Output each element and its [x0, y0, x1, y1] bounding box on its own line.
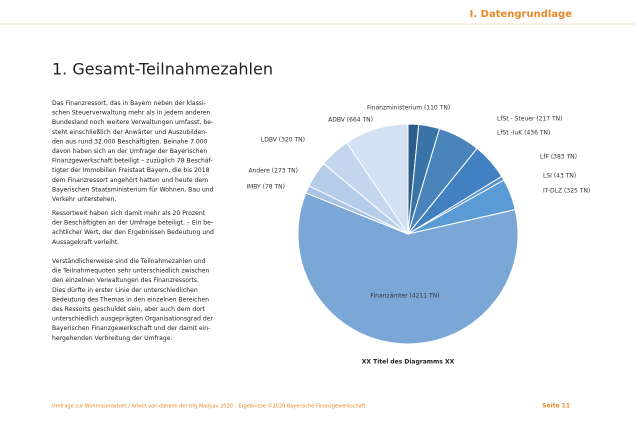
- slice-label: LfSt - Steuer (217 TN): [497, 116, 563, 123]
- body-line: den aus rund 32.000 Beschäftigten. Beina…: [52, 138, 208, 145]
- body-line: tigter der Immobilien Freistaat Bayern, …: [52, 167, 210, 174]
- body-line: den einzelnen Verwaltungen des Finanzres…: [52, 277, 199, 284]
- body-line: Finanzgewerkschaft beteiligt – zuzüglich…: [52, 158, 213, 165]
- body-line: Bayerischen Staatsministerium für Wohnen…: [52, 186, 214, 193]
- body-line: Bayerischen Finanzgewerkschaft und der d…: [52, 325, 210, 332]
- body-line: schen Steuerverwaltung mehr als in jedem…: [52, 110, 211, 117]
- slice-label: Andere (273 TN): [248, 168, 298, 175]
- slice-label: LfSt -IuK (436 TN): [497, 130, 550, 137]
- body-line: Dies dürfte in erster Linie der untersch…: [52, 287, 198, 294]
- pie-slice: [297, 192, 519, 345]
- body-line: davon haben sich an der Umfrage der Baye…: [52, 148, 207, 155]
- slice-label: LfF (383 TN): [540, 154, 577, 161]
- slice-label: Finanzämter (4211 TN): [370, 293, 439, 300]
- slice-label: LSI (43 TN): [543, 173, 576, 180]
- page-number: Seite 11: [542, 403, 570, 410]
- body-line: hergehenden Verbreitung der Umfrage.: [52, 335, 173, 342]
- slice-label: ADBV (664 TN): [328, 117, 373, 124]
- body-line: die Teilnahmequoten sehr unterschiedlich…: [52, 268, 209, 275]
- body-line: Verständlicherweise sind die Teilnahmeza…: [52, 258, 206, 265]
- slice-label: Finanzministerium (110 TN): [367, 105, 450, 112]
- body-line: steht einschließlich der Anwärter und Au…: [52, 129, 207, 136]
- body-line: unterschiedlich ausgeprägten Organisatio…: [52, 316, 214, 323]
- body-line: Aussagekraft verleiht.: [52, 239, 119, 246]
- section-header: I. Datengrundlage: [470, 9, 573, 20]
- body-line: dem Finanzressort angehört hatten und he…: [52, 177, 208, 184]
- body-line: des Ressorts geschuldet sein, aber auch …: [52, 306, 206, 313]
- body-line: Verkehr unterstehen.: [52, 196, 116, 203]
- body-line: Bundesland noch weitere Verwaltungen umf…: [52, 119, 213, 126]
- body-line: Bedeutung des Themas in den einzelnen Be…: [52, 296, 209, 303]
- footer-note: Umfrage zur Wohnraumarbeit / Arbeit von …: [52, 403, 366, 410]
- body-line: der Beschäftigten an der Umfrage beteili…: [52, 220, 213, 227]
- chart-title: XX Titel des Diagramms XX: [362, 359, 455, 366]
- slice-label: IT-DLZ (325 TN): [543, 188, 590, 195]
- pie-slice: [346, 123, 409, 236]
- body-line: achtlicher Wert, der den Ergebnissen Bed…: [52, 229, 214, 236]
- page-title: 1. Gesamt-Teilnahmezahlen: [52, 60, 273, 79]
- body-line: Das Finanzressort, das in Bayern neben d…: [52, 100, 206, 107]
- slice-label: IMBY (78 TN): [246, 184, 285, 191]
- body-line: Ressortweit haben sich damit mehr als 20…: [52, 210, 206, 217]
- slice-label: LDBV (320 TN): [261, 137, 305, 144]
